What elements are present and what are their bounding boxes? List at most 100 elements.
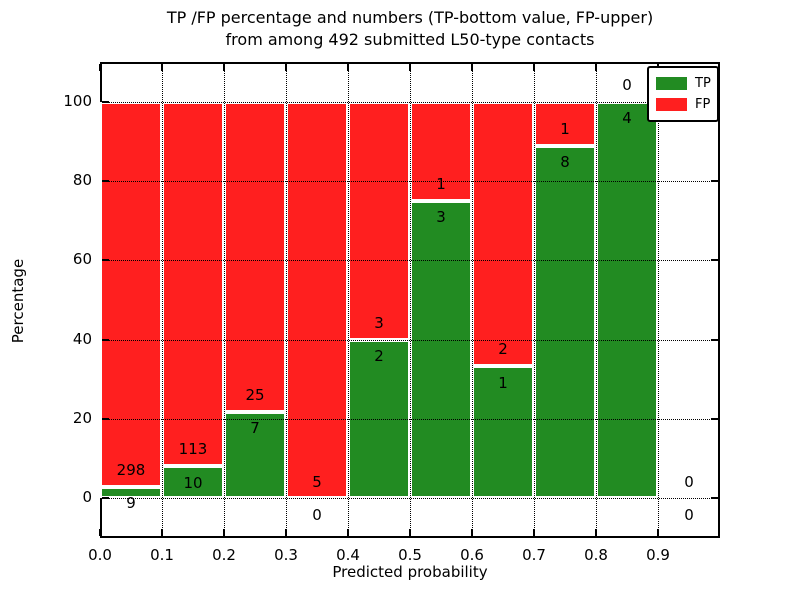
y-tick-mark [102, 180, 109, 182]
bar-segment-fp [224, 101, 286, 412]
gridline-vertical [534, 64, 535, 536]
fp-count-label: 298 [116, 461, 146, 480]
legend-label: FP [695, 97, 711, 112]
x-tick-mark [285, 529, 287, 536]
tp-count-label: 4 [622, 109, 632, 128]
fp-count-label: 5 [312, 472, 322, 491]
x-tick-mark-top [161, 64, 163, 71]
x-tick-label: 0.8 [584, 546, 608, 564]
chart-title-line2: from among 492 submitted L50-type contac… [225, 30, 595, 49]
x-tick-label: 0.4 [336, 546, 360, 564]
x-tick-mark-top [595, 64, 597, 71]
x-tick-mark [347, 529, 349, 536]
bar-segment-fp [100, 101, 162, 487]
fp-count-label: 1 [560, 120, 570, 139]
x-axis-label: Predicted probability [332, 563, 488, 581]
tp-count-label: 8 [560, 153, 570, 172]
legend-swatch-fp [656, 98, 687, 111]
x-tick-label: 0.6 [460, 546, 484, 564]
bar-segment-tp [410, 200, 472, 499]
bar-segment-fp [286, 101, 348, 499]
tp-count-label: 9 [126, 494, 136, 513]
fp-count-label: 113 [178, 440, 208, 459]
x-tick-mark-top [223, 64, 225, 71]
bar-segment-tp [472, 366, 534, 499]
y-tick-mark-right [711, 259, 718, 262]
tp-count-label: 3 [436, 208, 446, 227]
fp-count-label: 0 [684, 472, 694, 491]
x-tick-mark [99, 529, 101, 536]
legend-label: TP [695, 76, 711, 91]
x-tick-label: 0.9 [646, 546, 670, 564]
gridline-vertical [286, 64, 287, 536]
x-tick-mark-top [347, 64, 349, 71]
x-tick-mark-top [409, 64, 411, 71]
gridline-vertical [596, 64, 597, 536]
gridline-vertical [162, 64, 163, 536]
y-tick-mark-right [711, 338, 718, 341]
x-tick-mark [409, 529, 411, 536]
y-tick-label: 60 [72, 250, 92, 269]
y-tick-mark [102, 338, 109, 341]
legend-item-fp: FP [656, 94, 710, 115]
fp-count-label: 3 [374, 314, 384, 332]
bar-segment-fp [534, 101, 596, 146]
bar-segment-fp [162, 101, 224, 467]
bar-segment-tp [162, 466, 224, 499]
x-tick-mark-top [533, 64, 535, 71]
y-tick-mark [102, 418, 109, 420]
y-axis-label: Percentage [9, 258, 27, 344]
x-tick-mark-top [471, 64, 473, 71]
gridline-vertical [348, 64, 349, 536]
x-tick-label: 0.0 [88, 546, 112, 564]
x-tick-mark [595, 529, 597, 536]
bar-segment-fp [348, 101, 410, 340]
gridline-vertical [658, 64, 659, 536]
tp-count-label: 10 [183, 473, 203, 492]
gridline-vertical [472, 64, 473, 536]
y-tick-label: 40 [72, 329, 92, 348]
y-tick-mark [102, 259, 109, 262]
tp-count-label: 1 [498, 373, 508, 392]
legend-swatch-tp [656, 77, 687, 90]
gridline-vertical [410, 64, 411, 536]
y-tick-mark-right [711, 497, 718, 500]
x-tick-mark [161, 529, 163, 536]
y-tick-label: 80 [72, 171, 92, 189]
x-tick-label: 0.3 [274, 546, 298, 564]
bar-segment-tp [224, 411, 286, 499]
bar-segment-fp [410, 101, 472, 201]
x-tick-mark [471, 529, 473, 536]
x-tick-label: 0.5 [398, 546, 422, 564]
bar-segment-tp [596, 101, 658, 499]
x-tick-mark [533, 529, 535, 536]
tp-count-label: 0 [684, 505, 694, 524]
bar-segment-tp [348, 339, 410, 499]
chart-title-line1: TP /FP percentage and numbers (TP-bottom… [166, 8, 654, 27]
bar-segment-fp [472, 101, 534, 367]
x-tick-label: 0.7 [522, 546, 546, 564]
bar-segment-tp [100, 486, 162, 499]
tp-count-label: 7 [250, 419, 260, 438]
gridline-vertical [224, 64, 225, 536]
x-tick-mark [657, 529, 659, 536]
legend: TP FP [647, 66, 719, 122]
y-tick-label: 20 [72, 409, 92, 427]
bar-segment-tp [534, 145, 596, 499]
x-tick-label: 0.1 [150, 546, 174, 564]
tp-count-label: 0 [312, 505, 322, 524]
x-tick-mark-top [285, 64, 287, 71]
y-tick-mark-right [711, 418, 718, 420]
x-tick-label: 0.2 [212, 546, 236, 564]
x-tick-mark [223, 529, 225, 536]
fp-count-label: 25 [245, 385, 265, 404]
fp-count-label: 1 [436, 175, 446, 194]
y-tick-mark [102, 100, 109, 103]
y-tick-mark [102, 497, 109, 500]
legend-item-tp: TP [656, 73, 711, 94]
x-tick-mark-top [99, 64, 101, 71]
tp-count-label: 2 [374, 347, 384, 366]
y-tick-label: 0 [82, 488, 92, 507]
